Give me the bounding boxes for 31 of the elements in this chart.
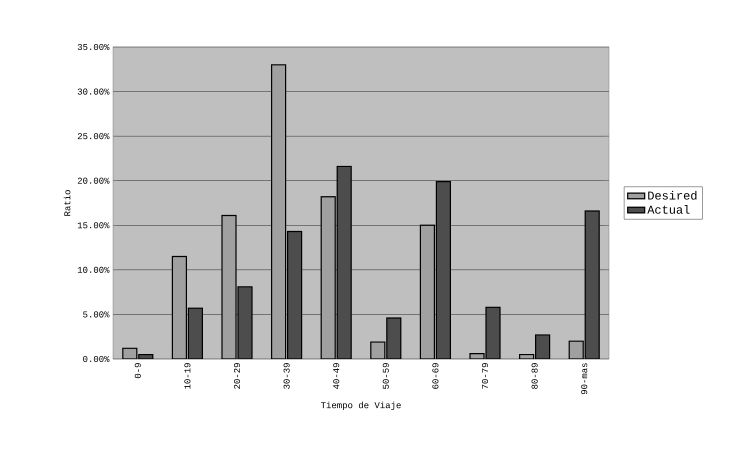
x-tick-label: 90-mas [581,363,588,394]
bar [172,256,188,359]
bar [237,286,253,359]
y-tick-label: 15.00% [78,222,110,228]
y-tick-label: 20.00% [78,178,110,184]
y-tick-label: 25.00% [78,133,110,140]
x-tick-label: 70-79 [482,363,488,389]
legend-label: Actual [647,205,690,214]
x-tick-label: 50-59 [382,363,389,389]
x-tick-label: 10-19 [184,363,190,389]
y-axis-title: Ratio [64,190,70,216]
bar [485,306,501,359]
x-tick-label: 30-39 [284,363,290,389]
y-tick-label: 30.00% [78,88,110,95]
x-axis-title: Tiempo de Viaje [320,402,401,410]
x-tick-label: 80-89 [532,363,538,389]
bar [271,64,286,359]
bar [221,214,237,359]
x-tick-label: 0-9 [134,363,141,378]
y-tick-label: 0.00% [83,356,110,362]
x-tick-label: 40-49 [333,363,340,389]
x-tick-label: 20-29 [234,363,240,389]
y-tick-label: 35.00% [78,44,110,50]
y-tick-label: 10.00% [78,266,110,273]
bar [420,224,436,359]
bar [188,308,203,359]
bar [287,230,302,359]
x-tick-label: 60-69 [432,363,438,389]
y-tick-label: 5.00% [83,311,110,318]
bar [436,181,451,359]
legend-label: Desired [648,190,696,200]
